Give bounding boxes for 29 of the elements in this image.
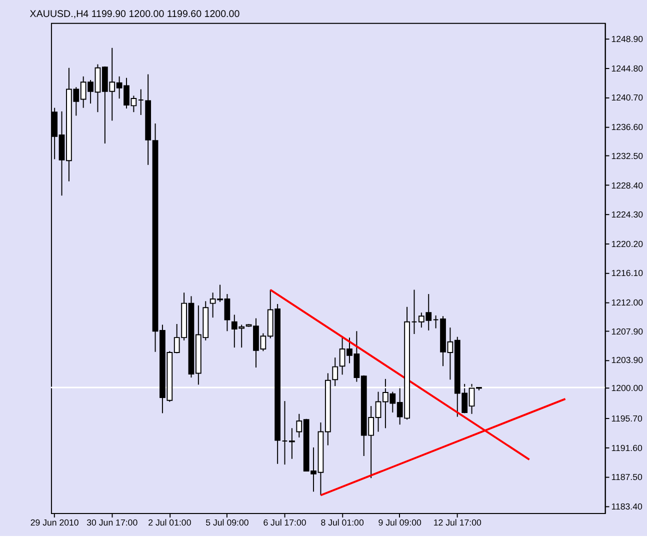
candlestick (289, 428, 295, 460)
y-tick-label: 1232.50 (611, 151, 644, 162)
y-tick-label: 1191.60 (611, 442, 643, 453)
y-tick-label: 1207.90 (611, 326, 644, 337)
y-tick-label: 1200.00 (611, 382, 644, 393)
y-tick-label: 1212.00 (611, 297, 644, 308)
y-tick-label: 1195.70 (611, 414, 643, 424)
y-tick-label: 1216.10 (611, 268, 644, 278)
x-tick-label: 9 Jul 09:00 (378, 517, 422, 528)
y-tick-label: 1224.30 (611, 210, 644, 220)
y-tick-label: 1183.40 (611, 501, 643, 512)
x-tick-label: 12 Jul 17:00 (433, 517, 482, 528)
x-tick-label: 2 Jul 01:00 (148, 517, 192, 528)
y-tick-label: 1203.90 (611, 355, 644, 366)
x-tick-label: 30 Jun 17:00 (86, 517, 138, 528)
y-tick-label: 1220.20 (611, 238, 644, 249)
y-tick-label: 1187.50 (611, 472, 643, 482)
x-tick-label: 5 Jul 09:00 (206, 517, 249, 528)
x-tick-label: 29 Jun 2010 (30, 517, 79, 528)
candlestick (411, 289, 418, 334)
y-tick-label: 1248.90 (611, 34, 644, 44)
x-tick-label: 8 Jul 01:00 (320, 517, 364, 528)
candlestick (282, 400, 288, 466)
y-tick-label: 1244.80 (611, 63, 644, 74)
chart-title: XAUUSD.,H4 1199.90 1200.00 1199.60 1200.00 (30, 9, 240, 20)
y-tick-label: 1228.40 (611, 180, 644, 190)
y-tick-label: 1236.60 (611, 122, 644, 132)
y-tick-label: 1240.70 (611, 92, 644, 103)
x-tick-label: 6 Jul 17:00 (263, 517, 306, 528)
